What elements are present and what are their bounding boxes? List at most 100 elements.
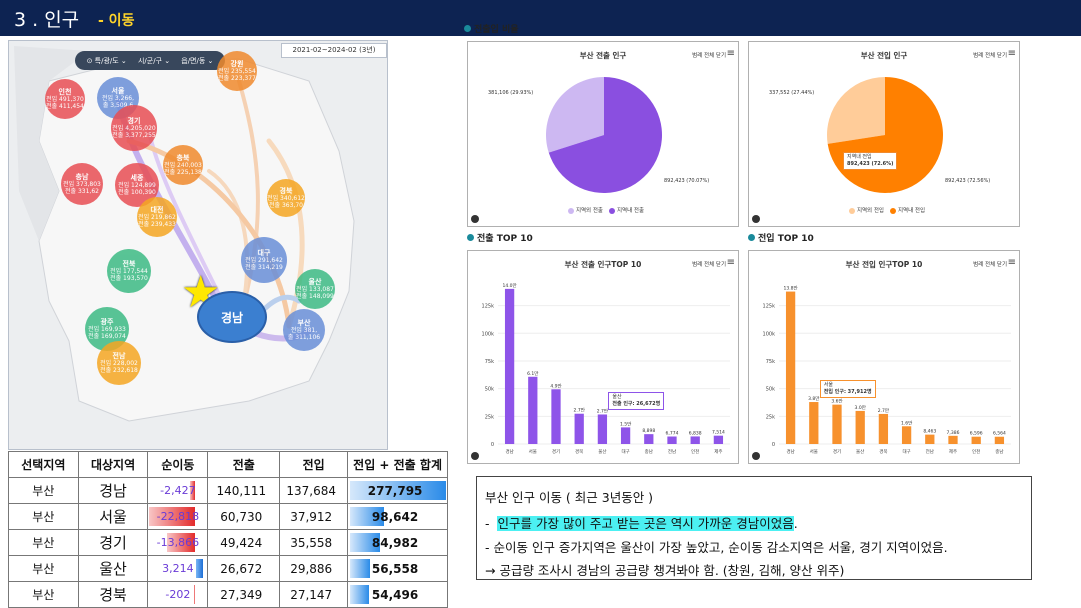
- x-tick-label: 충남: [995, 448, 1003, 455]
- bar[interactable]: [620, 427, 631, 444]
- region-bubble-out: 전출 239,433: [138, 220, 176, 228]
- menu-icon[interactable]: ≡: [726, 257, 735, 268]
- pie-tooltip: 지역내 전입 892,423 (72.6%): [843, 152, 898, 170]
- table-row: 부산 울산 3,214 26,672 29,886 56,558: [8, 555, 448, 582]
- x-tick-label: 서울: [810, 448, 818, 455]
- region-bubble-in: 전입 4,205,020: [112, 124, 156, 132]
- pie-slice-internal[interactable]: [548, 77, 662, 193]
- region-bubble-in: 전입 219,862: [138, 213, 176, 221]
- region-bubble-out: 전출 148,099: [296, 292, 334, 300]
- pie-slice-external[interactable]: [546, 77, 604, 153]
- bar[interactable]: [551, 389, 561, 444]
- bar[interactable]: [528, 376, 538, 444]
- x-tick-label: 경남: [505, 448, 513, 455]
- region-bubble-name: 전남: [112, 351, 126, 360]
- x-tick-label: 경남: [786, 448, 794, 455]
- legend-toggle-button[interactable]: 범례 전체 닫기: [973, 262, 1007, 268]
- region-bubble-8[interactable]: 경북 전입 340,612 전출 363,70: [267, 179, 305, 217]
- migration-map[interactable]: ⊙ 특/광/도 ⌄ 시/군/구 ⌄ 읍/면/동 ⌄ 2021-02~2024-0…: [8, 40, 388, 450]
- region-bubble-in: 전입 169,933: [88, 325, 126, 333]
- legend-toggle-button[interactable]: 범례 전체 닫기: [692, 53, 726, 59]
- bar-panel-out: 부산 전출 인구TOP 10 범례 전체 닫기 ≡ 0 25k 50k 75k 100k 125…: [467, 250, 739, 464]
- pie-legend: 지역외 전출 지역내 전출: [468, 206, 738, 214]
- pie-legend: 지역외 전입 지역내 전입: [749, 206, 1019, 214]
- bar[interactable]: [878, 413, 889, 444]
- migration-table: 선택지역 대상지역 순이동 전출 전입 전입 + 전출 합계 부산 경남 -2,427 140,…: [8, 451, 448, 608]
- region-bubble-11[interactable]: 울산 전입 133,087 전출 148,099: [295, 269, 335, 309]
- region-bubble-4[interactable]: 충북 전입 240,003 전출 225,138: [163, 145, 203, 185]
- region-bubble-in: 전입 177,544: [110, 267, 148, 275]
- x-tick-label: 울산: [598, 448, 606, 455]
- data-label: 8,898: [642, 428, 655, 434]
- data-label: 3.0만: [855, 404, 866, 411]
- region-bubble-9[interactable]: 대구 전입 291,642 전출 314,219: [241, 237, 287, 283]
- cell-from: 부산: [8, 477, 79, 504]
- data-label: 8,463: [923, 429, 936, 435]
- region-bubble-3[interactable]: 강원 전입 235,554 전출 223,377: [217, 51, 257, 91]
- legend-swatch: [567, 207, 574, 214]
- region-bubble-out: 전출 225,138: [164, 168, 202, 176]
- cell-out: 26,672: [207, 555, 281, 582]
- region-bubble-in: 전입 381,: [290, 326, 318, 334]
- region-bubble-name: 강원: [230, 59, 244, 68]
- total-bar: [350, 507, 385, 526]
- bar[interactable]: [925, 434, 935, 444]
- bar[interactable]: [597, 414, 608, 444]
- bar[interactable]: [809, 402, 819, 444]
- table-header-cell: 전입 + 전출 합계: [347, 451, 448, 478]
- bar[interactable]: [644, 434, 654, 444]
- legend-toggle-button[interactable]: 범례 전체 닫기: [692, 262, 726, 268]
- section-bullet-icon: [748, 234, 755, 241]
- menu-icon[interactable]: ≡: [726, 48, 735, 59]
- section-bullet-icon: [464, 25, 471, 32]
- bar[interactable]: [994, 436, 1005, 444]
- region-filter-bar[interactable]: ⊙ 특/광/도 ⌄ 시/군/구 ⌄ 읍/면/동 ⌄: [75, 51, 225, 70]
- region-bubble-13[interactable]: 전남 전입 228,002 전출 232,618: [97, 341, 141, 385]
- region-bubble-14[interactable]: 부산 전입 381, 출 311,106: [283, 309, 325, 351]
- net-bar: [167, 533, 196, 552]
- filter-city[interactable]: 시/군/구 ⌄: [137, 56, 171, 65]
- region-bubble-5[interactable]: 충남 전입 373,803 전출 331,62: [61, 163, 103, 205]
- region-bubble-in: 전입 340,612: [267, 194, 305, 202]
- total-bar: [350, 481, 447, 500]
- cell-total: 84,982: [347, 529, 448, 556]
- cell-target: 서울: [77, 503, 149, 530]
- pie-slice-external[interactable]: [827, 77, 885, 144]
- menu-icon[interactable]: ≡: [1007, 257, 1016, 268]
- region-bubble-name: 울산: [308, 277, 322, 286]
- selected-region-marker[interactable]: 경남: [197, 291, 267, 343]
- region-bubble-out: 전출 331,62: [65, 187, 99, 195]
- bar[interactable]: [971, 436, 981, 444]
- filter-town[interactable]: 읍/면/동 ⌄: [181, 56, 214, 65]
- bar[interactable]: [855, 410, 865, 444]
- panel-title: 부산 전입 인구: [860, 51, 908, 60]
- region-bubble-7[interactable]: 대전 전입 219,862 전출 239,433: [137, 197, 177, 237]
- cell-in: 27,147: [279, 581, 349, 608]
- x-tick-label: 제주: [949, 448, 957, 455]
- legend-toggle-button[interactable]: 범례 전체 닫기: [973, 53, 1007, 59]
- bar[interactable]: [504, 288, 515, 444]
- bar[interactable]: [785, 291, 796, 444]
- bar[interactable]: [574, 413, 584, 444]
- panel-logo-icon: [471, 215, 479, 223]
- region-bubble-0[interactable]: 인천 전입 491,370 전출 411,454: [45, 79, 85, 119]
- region-bubble-2[interactable]: 경기 전입 4,205,020 전출 3,377,255: [111, 105, 157, 151]
- slide-header: 3 . 인구 - 이동: [0, 0, 1081, 36]
- bar[interactable]: [667, 436, 677, 444]
- region-bubble-10[interactable]: 전북 전입 177,544 전출 193,570: [107, 249, 151, 293]
- bar[interactable]: [713, 435, 724, 444]
- menu-icon[interactable]: ≡: [1007, 48, 1016, 59]
- bar[interactable]: [832, 404, 842, 444]
- y-tick-label: 50k: [766, 387, 775, 393]
- y-tick-label: 25k: [485, 414, 494, 420]
- bar[interactable]: [948, 435, 958, 444]
- bar[interactable]: [690, 436, 700, 444]
- tooltip-title: 서울: [823, 382, 833, 389]
- table-row: 부산 경남 -2,427 140,111 137,684 277,795: [8, 477, 448, 504]
- bar[interactable]: [901, 426, 912, 444]
- region-bubble-in: 전입 235,554: [218, 67, 256, 75]
- data-label: 2.7만: [574, 407, 585, 414]
- region-bubble-name: 인천: [58, 87, 72, 96]
- filter-province[interactable]: ⊙ 특/광/도 ⌄: [86, 56, 127, 65]
- x-tick-label: 인천: [691, 448, 699, 455]
